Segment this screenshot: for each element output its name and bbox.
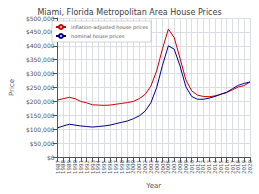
svg-text:1991: 1991 (77, 160, 84, 175)
svg-text:$250,000: $250,000 (26, 84, 55, 91)
svg-text:2002: 2002 (142, 160, 148, 175)
svg-text:1997: 1997 (112, 160, 119, 175)
svg-text:2019: 2019 (241, 160, 248, 175)
svg-text:2003: 2003 (147, 160, 154, 175)
svg-text:$450,000: $450,000 (26, 28, 55, 35)
svg-text:2007: 2007 (171, 160, 178, 175)
svg-text:1999: 1999 (124, 160, 131, 175)
svg-text:$300,000: $300,000 (26, 70, 55, 77)
svg-text:Year: Year (145, 182, 161, 190)
svg-text:1993: 1993 (89, 160, 96, 175)
svg-text:nominal house prices: nominal house prices (71, 33, 125, 40)
svg-text:$500,000: $500,000 (25, 14, 55, 22)
svg-text:1987: 1987 (54, 160, 61, 175)
svg-text:Miami, Florida Metropolitan Ar: Miami, Florida Metropolitan Area House P… (37, 8, 221, 17)
svg-text:2013: 2013 (206, 160, 213, 175)
svg-text:2005: 2005 (159, 160, 166, 175)
svg-text:2016: 2016 (223, 160, 230, 175)
svg-text:2004: 2004 (153, 160, 160, 175)
svg-text:1992: 1992 (83, 160, 90, 175)
svg-text:2018: 2018 (235, 160, 242, 175)
svg-text:2015: 2015 (217, 160, 224, 175)
svg-text:1990: 1990 (72, 160, 78, 175)
svg-text:2014: 2014 (212, 160, 218, 175)
svg-text:$400,000: $400,000 (26, 42, 55, 49)
svg-text:2011: 2011 (194, 160, 201, 175)
svg-text:1998: 1998 (118, 160, 125, 175)
svg-text:2012: 2012 (200, 160, 207, 175)
svg-text:1995: 1995 (101, 160, 108, 175)
svg-text:2006: 2006 (165, 160, 172, 175)
svg-text:inflation-adjusted house price: inflation-adjusted house prices (71, 24, 148, 31)
svg-text:2017: 2017 (229, 160, 236, 175)
svg-text:$200,000: $200,000 (26, 98, 55, 105)
svg-text:1989: 1989 (66, 160, 73, 175)
svg-text:$0: $0 (47, 154, 55, 161)
svg-text:Price: Price (8, 79, 16, 96)
svg-text:$50,000: $50,000 (30, 140, 55, 147)
svg-text:2020: 2020 (247, 160, 253, 174)
svg-text:2000: 2000 (130, 160, 137, 175)
svg-text:1988: 1988 (60, 160, 67, 175)
svg-text:2010: 2010 (188, 160, 195, 175)
svg-text:1996: 1996 (107, 160, 113, 175)
svg-text:$150,000: $150,000 (26, 112, 55, 119)
svg-text:$350,000: $350,000 (26, 56, 55, 63)
svg-text:$100,000: $100,000 (26, 126, 55, 133)
svg-text:2009: 2009 (182, 160, 189, 175)
svg-text:2001: 2001 (136, 160, 143, 175)
svg-text:2008: 2008 (177, 160, 183, 175)
svg-text:1994: 1994 (95, 160, 102, 175)
